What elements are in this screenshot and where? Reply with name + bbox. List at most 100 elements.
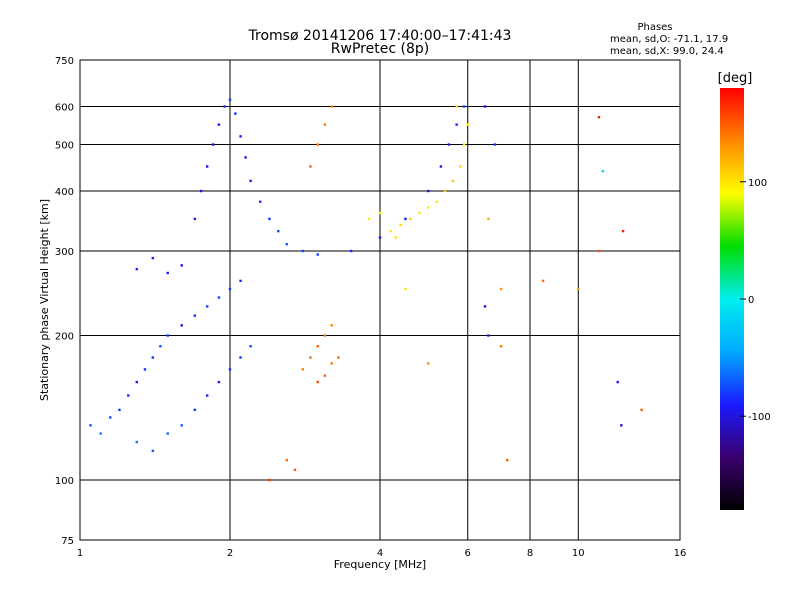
data-point <box>330 105 333 108</box>
data-point <box>205 165 209 168</box>
data-point <box>180 424 183 427</box>
data-point <box>268 217 271 221</box>
data-point <box>239 356 242 359</box>
data-point <box>285 242 288 246</box>
y-tick-label: 500 <box>55 141 74 152</box>
data-point <box>217 296 221 299</box>
data-point <box>330 362 333 365</box>
data-point <box>378 211 382 215</box>
data-point <box>616 380 619 384</box>
data-point <box>151 356 155 359</box>
data-point <box>239 279 242 283</box>
data-point <box>135 267 138 271</box>
data-point <box>601 169 605 173</box>
data-point <box>301 368 305 371</box>
data-point <box>459 165 462 168</box>
data-point <box>399 223 402 227</box>
data-point <box>151 449 155 453</box>
data-point <box>404 287 407 291</box>
colorbar-label: [deg] <box>718 71 753 86</box>
x-tick-label: 4 <box>377 548 383 559</box>
data-point <box>135 440 138 444</box>
stats-heading: Phases <box>637 22 672 33</box>
data-point <box>109 416 112 419</box>
data-point <box>451 179 455 183</box>
data-point <box>499 345 503 348</box>
data-point <box>577 287 580 291</box>
stats-line-o: mean, sd,O: -71.1, 17.9 <box>610 34 728 45</box>
data-point <box>228 368 232 371</box>
data-point <box>337 356 340 359</box>
data-point <box>640 408 643 412</box>
data-point <box>217 380 221 384</box>
data-point <box>193 408 197 412</box>
data-point <box>223 105 226 108</box>
y-tick-label: 400 <box>55 187 74 198</box>
data-point <box>316 380 319 384</box>
x-tick-label: 10 <box>572 548 585 559</box>
data-point <box>505 458 509 462</box>
chart-subtitle: RwPretec (8p) <box>331 41 429 57</box>
grid-lines <box>80 60 680 540</box>
data-point <box>244 156 247 159</box>
data-point <box>205 394 209 397</box>
data-point <box>597 116 601 119</box>
chart-title: Tromsø 20141206 17:40:00–17:41:43 <box>248 28 512 44</box>
data-point <box>316 253 319 256</box>
data-point <box>259 200 262 203</box>
data-point <box>239 135 242 138</box>
data-point <box>135 380 138 384</box>
y-tick-label: 75 <box>61 536 74 547</box>
y-tick-label: 300 <box>55 247 74 258</box>
data-point <box>455 105 458 108</box>
data-point <box>293 468 297 472</box>
data-point <box>127 394 130 397</box>
data-point <box>301 249 305 253</box>
y-tick-label: 600 <box>55 103 74 114</box>
data-point <box>166 432 169 435</box>
data-point <box>483 305 487 308</box>
data-point <box>394 236 397 239</box>
data-point <box>621 229 625 233</box>
data-point <box>309 165 312 168</box>
data-point <box>487 334 490 337</box>
data-point <box>620 424 623 427</box>
y-tick-label: 100 <box>55 476 74 487</box>
data-point <box>404 217 407 221</box>
colorbar-tick-label: -100 <box>748 412 771 423</box>
data-point <box>217 123 221 126</box>
data-point <box>389 229 392 233</box>
data-point <box>309 356 312 359</box>
colorbar-tick-label: 100 <box>748 178 767 189</box>
data-point <box>597 249 601 253</box>
data-point <box>487 217 490 221</box>
x-tick-label: 6 <box>465 548 471 559</box>
data-point <box>427 362 430 365</box>
data-point <box>466 123 469 126</box>
data-point <box>211 143 215 146</box>
data-point <box>323 123 327 126</box>
data-point <box>151 256 155 260</box>
data-point <box>166 271 169 275</box>
data-point <box>443 189 447 193</box>
data-point <box>409 217 412 221</box>
data-point <box>193 314 197 317</box>
data-point <box>205 305 209 308</box>
data-point <box>323 334 327 337</box>
x-tick-label: 8 <box>527 548 533 559</box>
data-point <box>199 189 203 193</box>
x-tick-label: 2 <box>227 548 233 559</box>
data-point <box>228 98 232 101</box>
data-point <box>166 334 169 337</box>
data-point <box>234 112 237 115</box>
y-axis-ticks: 75 100 200 300 400 500 600 750 <box>55 56 74 547</box>
data-point <box>89 424 92 427</box>
data-point <box>330 324 333 327</box>
x-axis-ticks: 1 2 4 6 8 10 16 <box>77 548 687 559</box>
x-tick-label: 1 <box>77 548 83 559</box>
data-point <box>435 200 438 203</box>
data-point <box>378 236 382 239</box>
data-point <box>493 143 497 146</box>
data-point <box>249 179 252 183</box>
